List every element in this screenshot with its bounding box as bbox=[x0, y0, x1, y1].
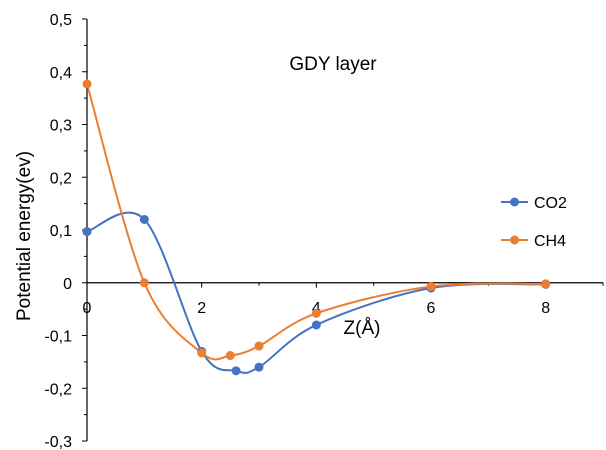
tick-labels: -0,3 -0,2 -0,1 0 0,1 0,2 0,3 0,4 0,5 0 2 4 6 8 bbox=[44, 12, 550, 450]
y-tick-label: -0,2 bbox=[44, 381, 72, 398]
co2-data-point bbox=[139, 214, 149, 224]
co2-data-point bbox=[82, 227, 92, 237]
x-tick-label: 6 bbox=[427, 300, 436, 317]
legend: CO2 CH4 bbox=[501, 195, 567, 250]
axes bbox=[82, 18, 604, 442]
ch4-data-point bbox=[197, 348, 207, 358]
y-tick-label: 0 bbox=[63, 276, 72, 293]
co2-series-line bbox=[86, 211, 546, 374]
ch4-data-point bbox=[139, 278, 149, 288]
ch4-data-point bbox=[311, 308, 321, 318]
y-tick-label: 0,5 bbox=[50, 12, 72, 29]
y-tick-label: 0,3 bbox=[50, 118, 72, 135]
x-tick-label: 0 bbox=[83, 300, 92, 317]
y-tick-label: -0,1 bbox=[44, 329, 72, 346]
y-axis-title: Potential energy(ev) bbox=[14, 151, 35, 321]
series-lines bbox=[86, 83, 546, 374]
y-tick-label: 0,2 bbox=[50, 170, 72, 187]
ch4-data-point bbox=[426, 281, 436, 291]
co2-data-point bbox=[311, 320, 321, 330]
chart-title: GDY layer bbox=[289, 54, 377, 75]
ch4-data-point bbox=[254, 341, 264, 351]
x-tick-label: 8 bbox=[541, 300, 550, 317]
co2-data-point bbox=[231, 366, 241, 376]
ch4-data-point bbox=[82, 79, 92, 89]
y-tick-label: 0,4 bbox=[50, 65, 72, 82]
x-tick-label: 4 bbox=[312, 300, 321, 317]
y-tick-label: -0,3 bbox=[44, 434, 72, 450]
legend-co2-label: CO2 bbox=[534, 195, 567, 212]
y-tick-label: 0,1 bbox=[50, 223, 72, 240]
x-tick-label: 2 bbox=[197, 300, 206, 317]
ch4-data-point bbox=[225, 351, 235, 361]
legend-co2-marker bbox=[510, 197, 519, 207]
series-points bbox=[82, 79, 551, 376]
x-axis-title: Z(Å) bbox=[344, 318, 381, 339]
ch4-data-point bbox=[541, 279, 551, 289]
co2-data-point bbox=[254, 362, 264, 372]
legend-ch4-label: CH4 bbox=[534, 233, 566, 250]
ch4-series-line bbox=[86, 83, 546, 361]
legend-ch4-marker bbox=[510, 235, 519, 245]
